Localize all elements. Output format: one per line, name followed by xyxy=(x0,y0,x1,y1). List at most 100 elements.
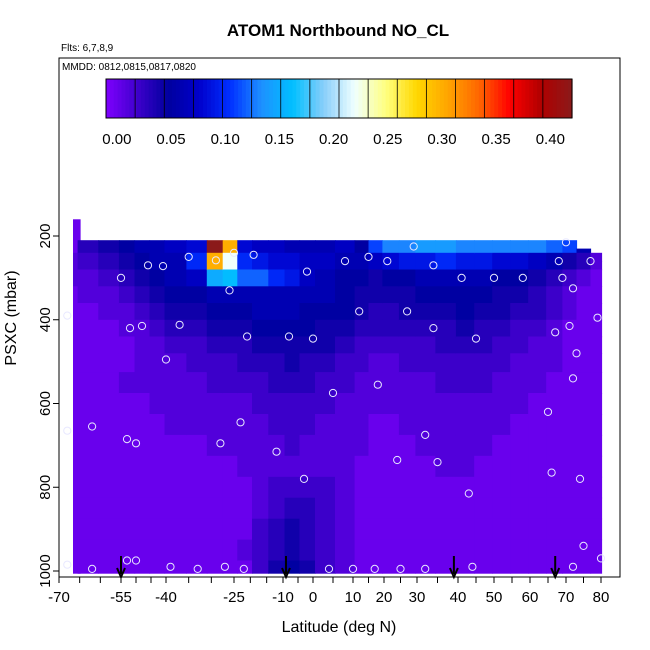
heatmap-cell xyxy=(134,476,151,499)
heatmap-cell xyxy=(252,560,269,574)
colorbar-step xyxy=(552,79,558,118)
heatmap-cell xyxy=(164,319,187,338)
heatmap-cell xyxy=(268,286,286,304)
heatmap-cell xyxy=(186,372,208,394)
heatmap-cell xyxy=(382,539,400,562)
heatmap-cell xyxy=(186,269,208,287)
colorbar-step xyxy=(521,79,526,118)
heatmap-cell xyxy=(73,286,81,304)
heatmap-cell xyxy=(492,518,511,541)
heatmap-cell xyxy=(284,393,301,415)
heatmap-cell xyxy=(73,476,81,499)
colorbar-step xyxy=(544,79,550,118)
heatmap-cell xyxy=(510,476,529,499)
heatmap-cell xyxy=(576,269,592,287)
sample-marker xyxy=(373,380,382,389)
colorbar-step xyxy=(304,79,309,118)
heatmap-cell xyxy=(252,240,269,254)
colorbar-step xyxy=(486,79,492,118)
heatmap-cell xyxy=(299,455,316,478)
heatmap-cell xyxy=(510,497,529,520)
heatmap-cell xyxy=(382,393,400,415)
colorbar-step xyxy=(439,79,445,118)
heatmap-cell xyxy=(237,252,253,271)
colorbar-step xyxy=(498,79,503,118)
colorbar-step xyxy=(214,79,220,118)
heatmap-cell xyxy=(77,319,99,338)
colorbar-step xyxy=(331,79,336,118)
heatmap-cell xyxy=(354,252,370,271)
heatmap-cell xyxy=(368,476,383,499)
heatmap-cell xyxy=(315,539,336,562)
colorbar-step xyxy=(505,79,511,118)
heatmap-cell xyxy=(77,497,99,520)
heatmap-cell xyxy=(237,336,253,354)
heatmap-cell xyxy=(252,319,269,338)
heatmap-cell xyxy=(510,393,529,415)
y-tick-label: 800 xyxy=(37,475,54,500)
heatmap-cell xyxy=(186,353,208,373)
heatmap-cell xyxy=(528,497,547,520)
heatmap-cell xyxy=(118,353,136,373)
sample-marker xyxy=(137,321,147,331)
colorbar-step xyxy=(296,79,301,118)
heatmap-cell xyxy=(206,240,224,254)
heatmap-cell xyxy=(368,455,383,478)
heatmap-cell xyxy=(590,336,603,354)
colorbar-step xyxy=(416,79,422,118)
heatmap-cell xyxy=(222,518,238,541)
heatmap-cell xyxy=(590,319,603,338)
colorbar-step xyxy=(106,79,111,118)
heatmap-cell xyxy=(435,319,457,338)
heatmap-cell xyxy=(435,393,457,415)
heatmap-cell xyxy=(222,539,238,562)
heatmap-cell xyxy=(335,455,356,478)
heatmap-cell xyxy=(368,240,383,254)
heatmap-cell xyxy=(528,393,547,415)
heatmap-cell xyxy=(164,252,187,271)
heatmap-cell xyxy=(528,476,547,499)
heatmap-cell xyxy=(335,497,356,520)
heatmap-cell xyxy=(382,336,400,354)
heatmap-cell xyxy=(134,434,151,457)
heatmap-cell xyxy=(186,252,208,271)
heatmap-cell xyxy=(398,353,416,373)
x-tick-label: 70 xyxy=(558,589,575,606)
heatmap-cell xyxy=(546,286,563,304)
heatmap-cell xyxy=(252,286,269,304)
heatmap-cell xyxy=(415,455,437,478)
heatmap-cell xyxy=(98,414,120,436)
heatmap-cell xyxy=(237,434,253,457)
heatmap-cell xyxy=(149,303,166,321)
heatmap-cell xyxy=(590,455,603,478)
heatmap-cell xyxy=(268,336,286,354)
heatmap-cell xyxy=(206,269,224,287)
heatmap-cell xyxy=(299,414,316,436)
heatmap-cell xyxy=(73,269,81,287)
sample-marker xyxy=(547,468,556,477)
colorbar-step xyxy=(164,79,169,118)
heatmap-cell xyxy=(435,476,457,499)
heatmap-cell xyxy=(335,336,356,354)
sample-marker xyxy=(464,489,473,498)
colorbar-step xyxy=(284,79,290,118)
heatmap-cell xyxy=(315,434,336,457)
heatmap-cell xyxy=(474,434,493,457)
heatmap-cell xyxy=(576,518,592,541)
heatmap-cell xyxy=(590,497,603,520)
heatmap-cell xyxy=(562,269,578,287)
heatmap-cell xyxy=(492,414,511,436)
colorbar-step xyxy=(447,79,453,118)
heatmap-cell xyxy=(335,518,356,541)
heatmap-cell xyxy=(268,497,286,520)
heatmap-cell xyxy=(398,336,416,354)
heatmap-cell xyxy=(118,252,136,271)
heatmap-cell xyxy=(98,269,120,287)
heatmap-cell xyxy=(398,240,416,254)
heatmap-cell xyxy=(186,303,208,321)
colorbar-step xyxy=(494,79,499,118)
heatmap-cell xyxy=(164,353,187,373)
y-axis-label: PSXC (mbar) xyxy=(3,270,20,365)
sample-marker xyxy=(579,541,588,551)
heatmap-cell xyxy=(546,455,563,478)
